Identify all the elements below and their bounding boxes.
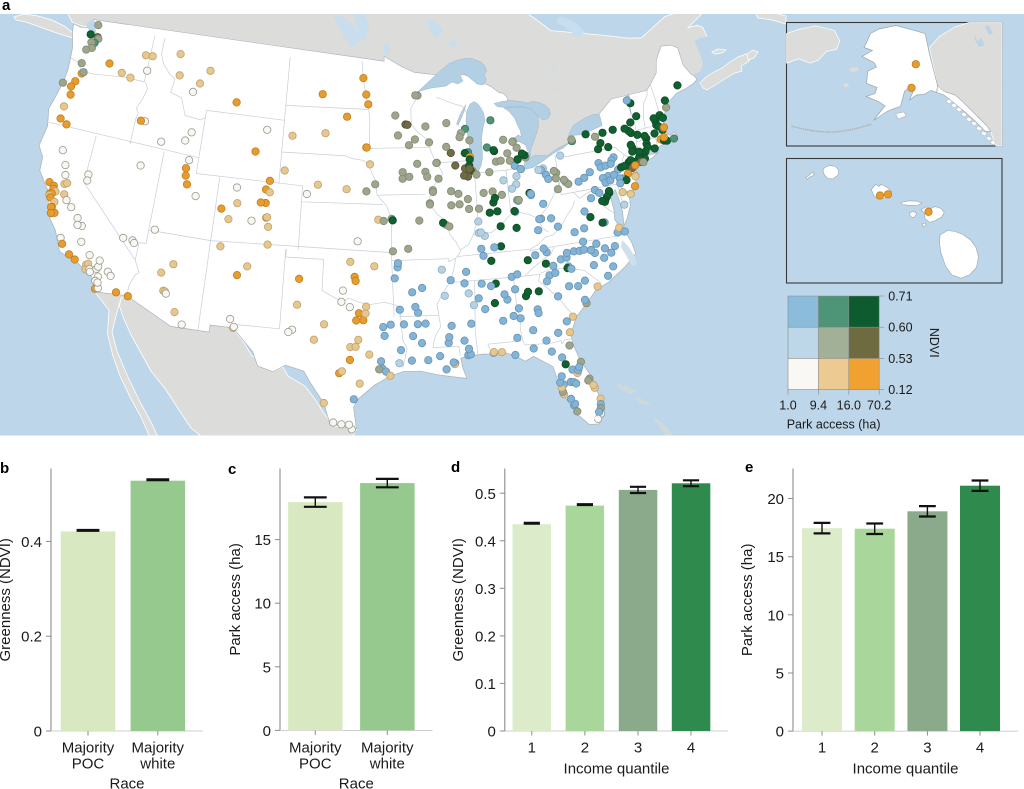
svg-text:15: 15 xyxy=(254,532,271,549)
svg-text:Income quantile: Income quantile xyxy=(564,761,670,778)
svg-text:5: 5 xyxy=(263,659,271,676)
svg-text:Park access (ha): Park access (ha) xyxy=(227,543,244,656)
svg-text:0.71: 0.71 xyxy=(888,290,912,304)
svg-text:2: 2 xyxy=(871,740,879,757)
svg-text:16.0: 16.0 xyxy=(837,399,861,413)
svg-text:0: 0 xyxy=(263,723,271,740)
svg-text:Race: Race xyxy=(339,775,374,789)
svg-text:70.2: 70.2 xyxy=(867,399,891,413)
svg-text:POC: POC xyxy=(299,756,332,773)
svg-text:0.60: 0.60 xyxy=(888,321,912,335)
svg-text:white: white xyxy=(369,756,405,773)
svg-text:Greenness (NDVI): Greenness (NDVI) xyxy=(450,538,467,661)
svg-text:Majority: Majority xyxy=(289,740,342,757)
svg-text:Majority: Majority xyxy=(361,740,414,757)
svg-text:3: 3 xyxy=(923,740,931,757)
svg-text:0.4: 0.4 xyxy=(21,534,42,551)
svg-text:POC: POC xyxy=(72,756,105,773)
svg-text:3: 3 xyxy=(634,740,642,757)
svg-text:Race: Race xyxy=(109,775,144,789)
svg-text:0.1: 0.1 xyxy=(475,676,496,693)
svg-text:0: 0 xyxy=(487,724,495,741)
svg-text:NDVI: NDVI xyxy=(927,328,941,358)
svg-text:0: 0 xyxy=(34,724,42,741)
svg-text:0.2: 0.2 xyxy=(21,629,42,646)
svg-text:0: 0 xyxy=(776,724,784,741)
svg-text:Park access (ha): Park access (ha) xyxy=(787,418,881,432)
svg-text:9.4: 9.4 xyxy=(810,399,827,413)
svg-text:white: white xyxy=(139,756,175,773)
svg-text:15: 15 xyxy=(767,549,784,566)
svg-text:0.2: 0.2 xyxy=(475,628,496,645)
svg-text:4: 4 xyxy=(687,740,695,757)
svg-text:Majority: Majority xyxy=(62,740,115,757)
svg-text:1.0: 1.0 xyxy=(779,399,796,413)
svg-text:0.4: 0.4 xyxy=(475,533,496,550)
svg-text:0.12: 0.12 xyxy=(888,383,912,397)
svg-text:0.5: 0.5 xyxy=(475,486,496,503)
svg-text:Majority: Majority xyxy=(132,740,185,757)
svg-text:0.53: 0.53 xyxy=(888,352,912,366)
svg-text:5: 5 xyxy=(776,666,784,683)
svg-text:Income quantile: Income quantile xyxy=(853,761,959,778)
svg-text:Park access (ha): Park access (ha) xyxy=(739,544,756,657)
svg-text:1: 1 xyxy=(528,740,536,757)
svg-text:10: 10 xyxy=(767,607,784,624)
svg-text:20: 20 xyxy=(767,491,784,508)
svg-text:Greenness (NDVI): Greenness (NDVI) xyxy=(0,538,14,661)
svg-text:0.3: 0.3 xyxy=(475,581,496,598)
svg-text:2: 2 xyxy=(581,740,589,757)
svg-text:4: 4 xyxy=(976,740,984,757)
svg-text:1: 1 xyxy=(818,740,826,757)
svg-text:10: 10 xyxy=(254,596,271,613)
